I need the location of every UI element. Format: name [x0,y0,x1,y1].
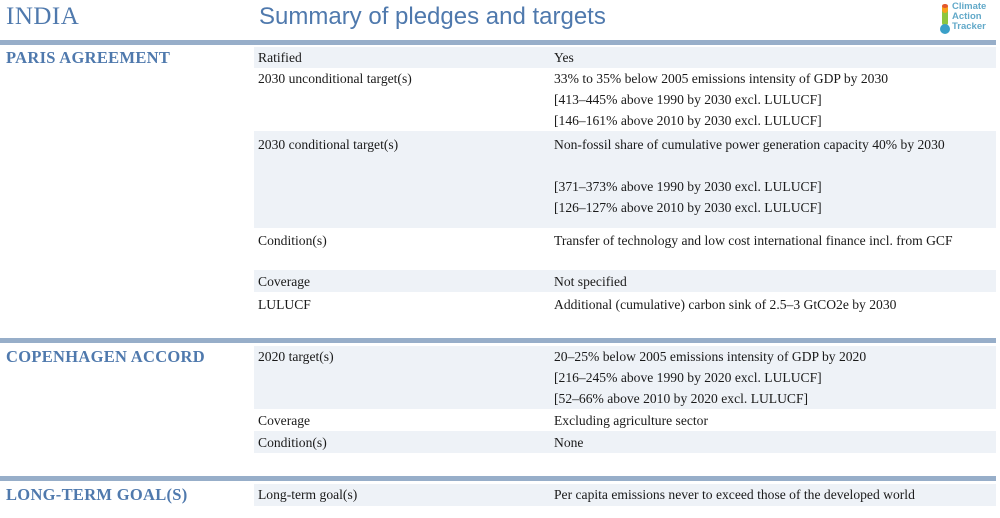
row-value: Yes [554,47,574,68]
section-divider [0,338,996,343]
row-label: Long-term goal(s) [258,487,358,502]
value-line: Excluding agriculture sector [554,413,709,428]
row-value: Excluding agriculture sector [554,410,708,431]
value-line: [146–161% above 2010 by 2030 excl. LULUC… [554,113,822,128]
table-row: Coverage Not specified [254,270,996,292]
row-label: Condition(s) [258,435,327,450]
section-title-paris-agreement: PARIS AGREEMENT [6,48,171,67]
row-label: Coverage [258,413,311,428]
value-line: None [554,435,584,450]
section-divider [0,40,996,45]
section-title-long-term-goals: LONG-TERM GOAL(S) [6,485,188,504]
table-row: 2030 unconditional target(s) 33% to 35% … [254,68,996,131]
row-value: Not specified [554,271,627,292]
logo-word-1: Climate [952,1,987,12]
page-header: INDIA Summary of pledges and targets Cli… [0,0,1000,40]
value-line: [413–445% above 1990 by 2030 excl. LULUC… [554,92,822,107]
value-line: Yes [554,50,574,65]
table-row: Coverage Excluding agriculture sector [254,409,996,431]
value-line: Non-fossil share of cumulative power gen… [554,137,945,152]
row-value: 20–25% below 2005 emissions intensity of… [554,346,866,409]
row-value: Additional (cumulative) carbon sink of 2… [554,294,896,315]
table-row: 2020 target(s) 20–25% below 2005 emissio… [254,346,996,409]
country-name: INDIA [6,3,80,30]
climate-action-tracker-logo: Climate Action Tracker [938,2,998,36]
row-value: Per capita emissions never to exceed tho… [554,484,915,505]
row-label: LULUCF [258,297,311,312]
value-line: [52–66% above 2010 by 2020 excl. LULUCF] [554,391,809,406]
row-label: Coverage [258,274,311,289]
value-line: [216–245% above 1990 by 2020 excl. LULUC… [554,370,822,385]
row-label: 2030 conditional target(s) [258,137,399,152]
table-row: Long-term goal(s) Per capita emissions n… [254,484,996,506]
row-label: 2030 unconditional target(s) [258,71,412,86]
value-line: 20–25% below 2005 emissions intensity of… [554,349,867,364]
value-line: Not specified [554,274,627,289]
row-label: 2020 target(s) [258,349,334,364]
row-value: None [554,432,583,453]
value-line [554,155,945,176]
row-value: Non-fossil share of cumulative power gen… [554,134,945,218]
section-title-copenhagen-accord: COPENHAGEN ACCORD [6,347,205,366]
value-line: Additional (cumulative) carbon sink of 2… [554,297,897,312]
row-label: Condition(s) [258,233,327,248]
thermometer-icon [940,4,950,34]
value-line: [126–127% above 2010 by 2030 excl. LULUC… [554,200,822,215]
table-row: Condition(s) Transfer of technology and … [254,228,996,270]
table-row: Ratified Yes [254,47,996,68]
page-title: Summary of pledges and targets [259,3,606,30]
table-row: LULUCF Additional (cumulative) carbon si… [254,292,996,316]
table-row: 2030 conditional target(s) Non-fossil sh… [254,131,996,228]
value-line: Transfer of technology and low cost inte… [554,233,953,248]
table-row: Condition(s) None [254,431,996,453]
value-line: 33% to 35% below 2005 emissions intensit… [554,71,889,86]
value-line: Per capita emissions never to exceed tho… [554,487,915,502]
value-line: [371–373% above 1990 by 2030 excl. LULUC… [554,179,822,194]
section-divider [0,476,996,481]
logo-word-3: Tracker [952,21,986,32]
row-value: 33% to 35% below 2005 emissions intensit… [554,68,888,131]
row-value: Transfer of technology and low cost inte… [554,230,953,251]
row-label: Ratified [258,50,302,65]
logo-word-2: Action [952,11,982,22]
